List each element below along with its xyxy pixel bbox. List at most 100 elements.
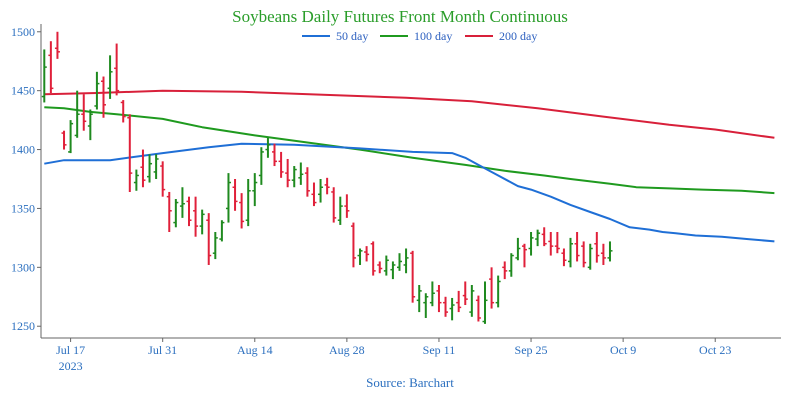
ohlc-bar xyxy=(581,241,587,268)
ohlc-bar xyxy=(100,76,106,118)
ohlc-bar xyxy=(107,55,113,99)
ohlc-bar xyxy=(600,243,606,265)
ohlc-bar xyxy=(429,281,435,307)
y-tick-label: 1300 xyxy=(11,260,35,274)
ohlc-bar xyxy=(258,147,264,185)
ohlc-bar xyxy=(212,232,218,260)
legend-label-50-day: 50 day xyxy=(336,29,368,43)
ohlc-bar xyxy=(81,94,87,131)
ohlc-bar xyxy=(410,250,416,303)
ohlc-bar xyxy=(541,227,547,247)
x-tick-label: Sep 25 xyxy=(515,343,548,357)
ohlc-bar xyxy=(199,209,205,235)
series-line-50-day xyxy=(44,142,775,243)
ohlc-bar xyxy=(147,154,153,183)
ohlc-bar xyxy=(219,220,225,242)
ohlc-bar xyxy=(324,177,330,195)
ohlc-bar xyxy=(443,296,449,317)
x-tick-label: Oct 9 xyxy=(610,343,636,357)
ohlc-bar xyxy=(74,90,80,138)
ohlc-bar xyxy=(265,137,271,158)
x-tick-label: Sep 11 xyxy=(423,343,456,357)
ohlc-bar xyxy=(160,161,166,197)
ohlc-bar xyxy=(153,154,159,179)
ohlc-bar xyxy=(364,246,370,262)
y-tick-label: 1400 xyxy=(11,143,35,157)
ohlc-bar xyxy=(416,285,422,313)
ohlc-bar xyxy=(508,253,514,277)
ohlc-bar xyxy=(87,109,93,141)
legend-label-200-day: 200 day xyxy=(499,29,537,43)
ohlc-bar xyxy=(554,232,560,254)
ohlc-bar xyxy=(166,191,172,232)
ohlc-bar xyxy=(495,275,501,308)
ohlc-bar xyxy=(239,193,245,229)
ohlc-bar xyxy=(298,162,304,185)
x-tick-label: Aug 14 xyxy=(237,343,273,357)
x-tick-label: Oct 23 xyxy=(699,343,731,357)
ohlc-bar xyxy=(133,169,139,191)
chart-title: Soybeans Daily Futures Front Month Conti… xyxy=(232,7,568,26)
ohlc-bar xyxy=(68,120,74,154)
ohlc-bar xyxy=(449,297,455,321)
ohlc-bar xyxy=(193,196,199,237)
ohlc-bar xyxy=(482,281,488,324)
ohlc-bar xyxy=(607,241,613,262)
ohlc-bar xyxy=(489,267,495,309)
source-label: Source: Barchart xyxy=(366,375,454,390)
y-tick-label: 1250 xyxy=(11,319,35,333)
ohlc-bar xyxy=(318,179,324,203)
ohlc-bar xyxy=(252,173,258,207)
ohlc-bar xyxy=(383,255,389,276)
ohlc-bar xyxy=(225,173,231,223)
ohlc-bar xyxy=(548,232,554,256)
ohlc-bar xyxy=(436,285,442,313)
ohlc-bar xyxy=(114,43,120,96)
ohlc-bar xyxy=(331,187,337,223)
ohlc-bar xyxy=(94,71,100,110)
ohlc-bar xyxy=(54,31,60,59)
ohlc-bar xyxy=(594,232,600,263)
ohlc-bar xyxy=(574,232,580,262)
y-tick-label: 1500 xyxy=(11,25,35,39)
ohlc-bar xyxy=(304,167,310,197)
ohlc-bar xyxy=(337,196,343,225)
x-tick-label: Jul 31 xyxy=(148,343,177,357)
ohlc-bar xyxy=(48,41,54,94)
ohlc-bar xyxy=(311,182,317,207)
axes: 1250 1300 1350 1400 1450 1500 Jul 17 2023 Jul 31… xyxy=(11,24,781,373)
ohlc-bar xyxy=(61,130,67,150)
ohlc-bar xyxy=(390,261,396,280)
ohlc-bar xyxy=(120,100,126,123)
ohlc-bars xyxy=(41,31,613,324)
ohlc-bar xyxy=(528,232,534,256)
ohlc-bar xyxy=(127,114,133,192)
ohlc-bar xyxy=(245,179,251,227)
ohlc-bar xyxy=(370,241,376,276)
ohlc-bar xyxy=(502,261,508,280)
ohlc-bar xyxy=(41,49,47,103)
ohlc-bar xyxy=(521,243,527,268)
ohlc-bar xyxy=(272,143,278,167)
ohlc-bar xyxy=(140,149,146,188)
ohlc-bar xyxy=(561,248,567,267)
ohlc-bar xyxy=(344,194,350,218)
ohlc-bar xyxy=(377,261,383,274)
ohlc-bar xyxy=(278,151,284,178)
ohlc-bar xyxy=(469,285,475,317)
ohlc-bar xyxy=(475,295,481,322)
ohlc-bar xyxy=(357,248,363,265)
ohlc-bar xyxy=(515,237,521,261)
moving-average-lines xyxy=(44,89,775,243)
ohlc-bar xyxy=(285,158,291,188)
x-tick-label: Aug 28 xyxy=(329,343,365,357)
ohlc-bar xyxy=(179,187,185,218)
ohlc-bar xyxy=(350,222,356,268)
ohlc-bar xyxy=(462,281,468,306)
y-tick-label: 1450 xyxy=(11,84,35,98)
ohlc-bar xyxy=(535,229,541,247)
ohlc-bar xyxy=(587,243,593,270)
ohlc-bar xyxy=(403,248,409,274)
x-tick-label: Jul 17 xyxy=(56,343,85,357)
ohlc-bar xyxy=(173,199,179,228)
